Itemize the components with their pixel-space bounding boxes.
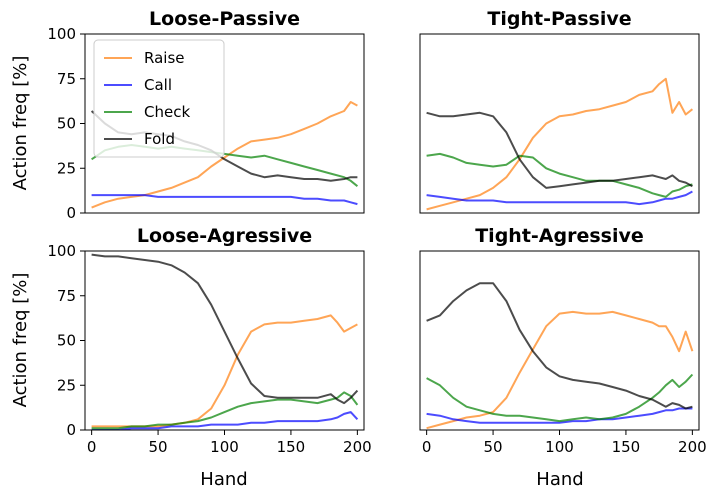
xtick-label: 0 [87, 438, 97, 456]
xtick-label: 150 [277, 438, 306, 456]
legend-label-call: Call [144, 76, 172, 94]
legend: Raise Call Check Fold [93, 39, 225, 158]
ytick-label: 25 [57, 159, 76, 177]
panel-loose-passive: Loose-Passive 0 25 50 75 100 Raise Call Check Fol… [47, 8, 365, 222]
panel-tight-agressive: Tight-Agressive 0 50 100 150 200 [419, 225, 707, 456]
line-raise-tight-passive [426, 77, 694, 211]
xtick-label: 200 [343, 438, 372, 456]
line-check-tight-passive [426, 152, 693, 198]
ytick-label: 0 [66, 204, 76, 222]
line-raise-tight-agressive [426, 310, 694, 430]
panel-title-tight-agressive: Tight-Agressive [475, 225, 644, 247]
line-call-tight-agressive [426, 407, 693, 424]
line-call-loose-passive [91, 194, 358, 206]
ytick-label: 100 [47, 242, 76, 260]
axes-frame-tight-passive [419, 33, 700, 214]
ytick-label: 50 [57, 332, 76, 350]
ytick-label: 75 [57, 70, 76, 88]
panel-loose-agressive: Loose-Agressive 0 25 50 75 100 0 50 100 150 200 [47, 225, 371, 456]
line-check-tight-agressive [426, 373, 694, 423]
ylabel-row2: Action freq [%] [10, 273, 31, 408]
xtick-label: 100 [545, 438, 574, 456]
line-fold-tight-passive [426, 111, 693, 189]
xtick-label: 0 [422, 438, 432, 456]
xtick-label: 100 [210, 438, 239, 456]
line-fold-loose-agressive [91, 253, 359, 405]
xtick-label: 200 [678, 438, 707, 456]
ylabel-row1: Action freq [%] [10, 56, 31, 191]
panel-tight-passive: Tight-Passive [419, 8, 700, 214]
xtick-label: 50 [149, 438, 168, 456]
axes-frame-loose-agressive [84, 250, 365, 431]
ytick-label: 100 [47, 25, 76, 43]
ytick-label: 0 [66, 421, 76, 439]
legend-label-check: Check [144, 103, 190, 121]
line-call-tight-passive [426, 190, 693, 206]
xtick-label: 150 [612, 438, 641, 456]
panel-title-tight-passive: Tight-Passive [487, 8, 631, 30]
xlabel-right: Hand [536, 469, 583, 490]
line-call-loose-agressive [91, 411, 359, 430]
ytick-label: 75 [57, 287, 76, 305]
panel-title-loose-passive: Loose-Passive [149, 8, 300, 30]
line-fold-tight-agressive [426, 282, 693, 410]
panel-title-loose-agressive: Loose-Agressive [137, 225, 312, 247]
legend-label-fold: Fold [144, 130, 175, 148]
ytick-label: 50 [57, 115, 76, 133]
xlabel-left: Hand [200, 469, 247, 490]
ytick-label: 25 [57, 376, 76, 394]
legend-box [93, 39, 225, 158]
legend-label-raise: Raise [144, 49, 185, 67]
line-check-loose-agressive [91, 391, 359, 430]
xtick-label: 50 [484, 438, 503, 456]
